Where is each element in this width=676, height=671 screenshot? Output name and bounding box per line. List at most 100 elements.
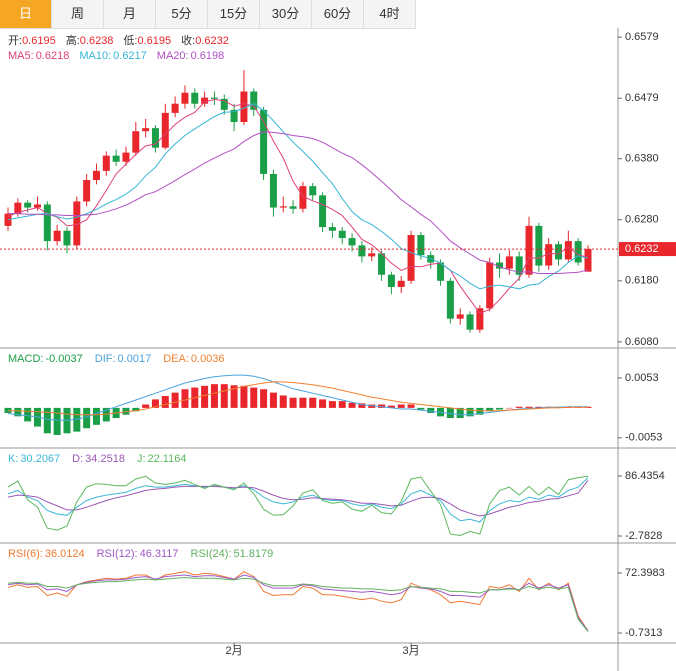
candle-body <box>43 204 51 242</box>
macd-bar <box>43 407 51 434</box>
period-tab[interactable]: 周 <box>52 0 104 28</box>
candle-body <box>181 92 189 104</box>
legend-value: 0.6217 <box>113 50 147 62</box>
y-tick-label: 0.6280 <box>625 214 659 226</box>
macd-bar <box>289 397 297 408</box>
candle-body <box>555 244 563 260</box>
macd-bar <box>446 407 454 419</box>
indicator-line <box>7 475 589 537</box>
candle-body <box>348 238 356 246</box>
macd-bar <box>260 389 268 408</box>
macd-bar <box>505 407 513 409</box>
candle-body <box>515 256 523 275</box>
macd-bar <box>269 392 277 408</box>
macd-bar <box>466 407 474 417</box>
y-tick-label: 0.6180 <box>625 275 659 287</box>
candle-body <box>92 170 100 181</box>
macd-bar <box>358 403 366 408</box>
legend-label: 收: <box>181 33 195 47</box>
candle-body <box>486 262 494 309</box>
macd-bar <box>92 407 100 425</box>
candle-body <box>220 98 228 110</box>
candle-body <box>132 131 140 153</box>
macd-bar <box>407 404 415 408</box>
macd-bar <box>338 401 346 408</box>
candle-body <box>299 186 307 209</box>
period-tab[interactable]: 30分 <box>260 0 312 28</box>
y-tick-label: 0.6080 <box>625 336 659 348</box>
legend-value: 34.2518 <box>85 453 125 465</box>
candle-body <box>230 109 238 123</box>
legend-label: DIF: <box>95 353 116 365</box>
period-tab[interactable]: 15分 <box>208 0 260 28</box>
legend-label: RSI(12): <box>97 548 138 560</box>
candle-body <box>112 155 120 162</box>
period-tab[interactable]: 60分 <box>312 0 364 28</box>
candle-body <box>319 195 327 228</box>
indicator-line <box>7 374 588 421</box>
candle-body <box>446 280 454 319</box>
macd-bar <box>171 392 179 408</box>
macd-bar <box>151 399 159 408</box>
macd-bar <box>142 404 150 408</box>
candle-body <box>269 173 277 208</box>
candle-body <box>328 227 336 231</box>
macd-bar <box>456 407 464 419</box>
y-tick-label: 0.6479 <box>625 92 659 104</box>
period-tab[interactable]: 4时 <box>364 0 416 28</box>
legend-value: 0.6232 <box>195 35 229 47</box>
legend-value: 0.0036 <box>191 353 225 365</box>
macd-bar <box>328 401 336 408</box>
legend-value: 0.6195 <box>138 35 172 47</box>
y-tick-label: 0.0053 <box>625 372 659 384</box>
candle-body <box>53 230 61 242</box>
candle-body <box>397 280 405 287</box>
y-tick-label: 86.4354 <box>625 470 665 482</box>
candle-body <box>83 180 91 202</box>
macd-bar <box>515 406 523 408</box>
y-tick-label: 0.6380 <box>625 153 659 165</box>
candle-body <box>407 235 415 281</box>
macd-bar <box>486 407 494 412</box>
candle-body <box>368 253 376 257</box>
y-tick-label: -0.0053 <box>625 432 662 444</box>
legend-label: RSI(24): <box>191 548 232 560</box>
last-price-box <box>619 242 676 257</box>
macd-bar <box>378 404 386 408</box>
legend-label: DEA: <box>163 353 189 365</box>
legend-value: -0.0037 <box>45 353 82 365</box>
macd-bar <box>230 385 238 408</box>
legend-value: 30.2067 <box>20 453 60 465</box>
candle-body <box>151 128 159 148</box>
candle-body <box>378 253 386 275</box>
candle-body <box>466 314 474 330</box>
candle-body <box>358 245 366 257</box>
macd-bar <box>279 395 287 408</box>
y-tick-label: 0.6579 <box>625 31 659 43</box>
macd-bar <box>319 399 327 408</box>
macd-bar <box>73 407 81 432</box>
macd-bar <box>201 385 209 408</box>
y-tick-label: 72.3983 <box>625 567 665 579</box>
candle-body <box>63 230 71 246</box>
candle-body <box>574 241 582 263</box>
candle-body <box>161 112 169 148</box>
legend-label: D: <box>72 453 83 465</box>
period-tab[interactable]: 日 <box>0 0 52 28</box>
macd-bar <box>210 384 218 408</box>
y-tick-label: -2.7828 <box>625 530 662 542</box>
period-tab[interactable]: 5分 <box>156 0 208 28</box>
indicator-line <box>8 131 589 274</box>
macd-bar <box>535 406 543 408</box>
candle-body <box>171 103 179 113</box>
period-tab[interactable]: 月 <box>104 0 156 28</box>
legend-value: 0.6195 <box>22 35 56 47</box>
macd-bar <box>250 387 258 408</box>
candle-body <box>33 204 41 208</box>
legend-label: RSI(6): <box>8 548 43 560</box>
macd-bar <box>427 407 435 413</box>
candle-body <box>387 274 395 287</box>
candle-body <box>240 91 248 123</box>
macd-bar <box>417 407 425 410</box>
